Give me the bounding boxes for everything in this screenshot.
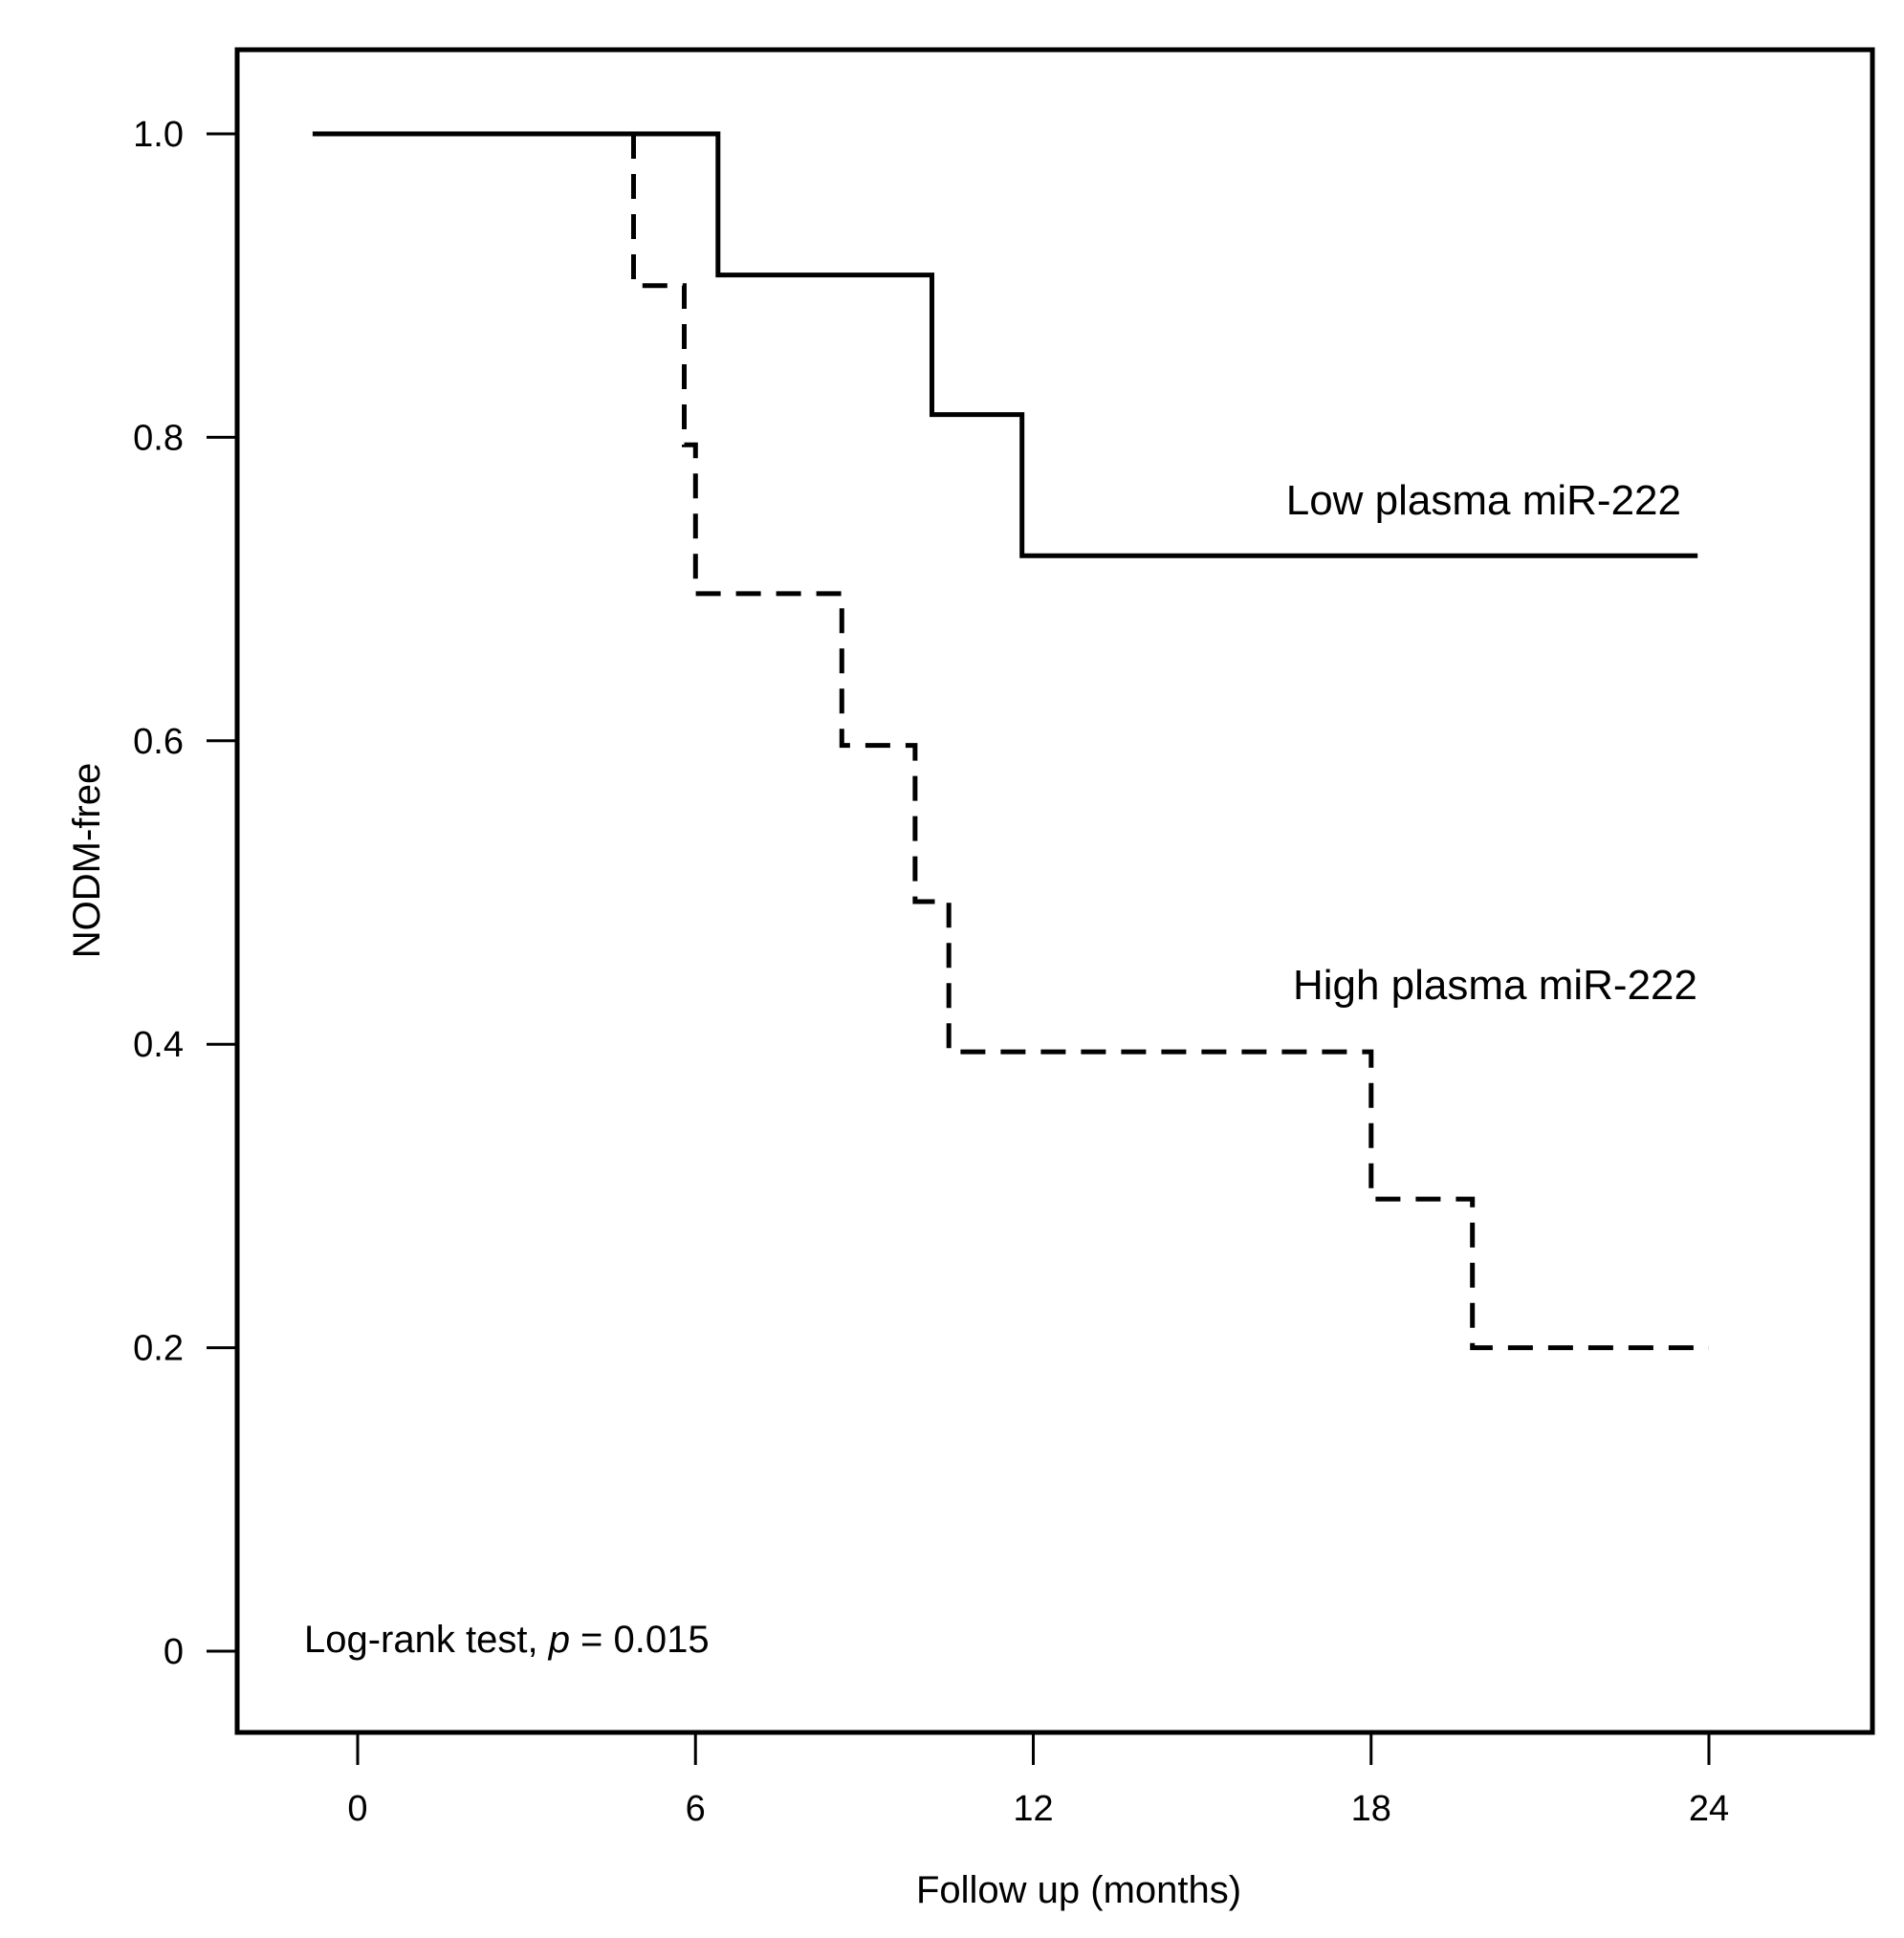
- x-tick-label: 6: [686, 1789, 706, 1829]
- y-tick-label: 0.4: [133, 1025, 184, 1065]
- x-tick-label: 0: [347, 1789, 367, 1829]
- logrank-prefix: Log-rank test,: [304, 1619, 549, 1661]
- x-tick-label: 18: [1351, 1789, 1391, 1829]
- logrank-p-value: = 0.015: [570, 1619, 710, 1661]
- plot-frame: [234, 47, 1875, 1735]
- logrank-annotation: Log-rank test, p = 0.015: [304, 1619, 710, 1661]
- series-label-high: High plasma miR-222: [1293, 962, 1697, 1009]
- y-axis-title: NODM-free: [66, 763, 108, 958]
- x-tick-label: 24: [1689, 1789, 1729, 1829]
- y-tick-label: 0.6: [133, 722, 184, 762]
- series-line-high: [631, 134, 1709, 1351]
- x-axis: 0 6 12 18 24: [347, 1732, 1729, 1829]
- y-axis: 0 0.2 0.4 0.6 0.8 1.0: [133, 115, 237, 1672]
- series-line-low: [312, 131, 1698, 558]
- y-tick-label: 1.0: [133, 115, 184, 155]
- y-tick-label: 0: [164, 1632, 184, 1672]
- logrank-p-symbol: p: [548, 1619, 570, 1661]
- series-lines: [312, 131, 1709, 1351]
- y-tick-label: 0.8: [133, 418, 184, 458]
- series-label-low: Low plasma miR-222: [1286, 477, 1681, 524]
- y-tick-label: 0.2: [133, 1329, 184, 1369]
- x-tick-label: 12: [1013, 1789, 1053, 1829]
- x-axis-title: Follow up (months): [916, 1869, 1241, 1911]
